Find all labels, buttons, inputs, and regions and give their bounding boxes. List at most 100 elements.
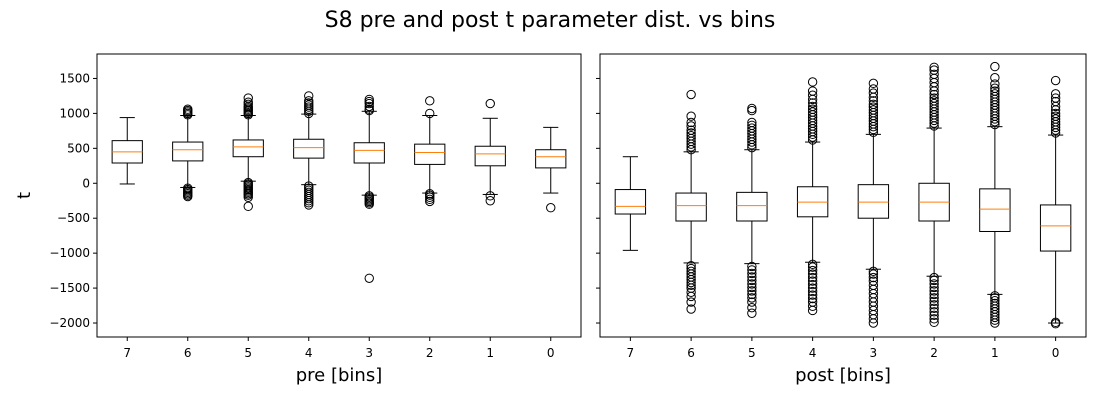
outlier-point — [747, 261, 757, 272]
box-4 — [796, 77, 829, 316]
outlier-point — [364, 96, 374, 107]
outlier-point — [747, 286, 757, 296]
x-tick-label: 2 — [426, 346, 434, 360]
outlier-point — [868, 84, 879, 94]
box-4 — [293, 91, 325, 210]
outlier-point — [929, 62, 939, 72]
outlier-point — [929, 314, 939, 324]
x-tick-label: 4 — [305, 346, 313, 360]
outlier-point — [990, 83, 1000, 93]
outlier-point — [747, 117, 757, 128]
x-axis-label: pre [bins] — [296, 365, 382, 386]
outlier-point — [868, 266, 879, 277]
outlier-point — [485, 196, 495, 206]
x-tick-label: 0 — [547, 346, 555, 360]
x-tick-label: 3 — [870, 346, 878, 360]
x-tick-label: 1 — [486, 346, 494, 360]
outlier-point — [990, 79, 1000, 89]
outlier-point — [686, 128, 696, 138]
outlier-point — [243, 97, 253, 107]
x-axis-label: post [bins] — [795, 365, 891, 386]
outlier-point — [807, 265, 818, 276]
iqr-box — [979, 188, 1011, 232]
x-tick-label: 2 — [930, 346, 938, 360]
outlier-point — [747, 293, 757, 303]
outlier-point — [747, 279, 757, 289]
box-6 — [675, 89, 707, 314]
outlier-point — [747, 272, 757, 282]
outlier-point — [364, 94, 374, 105]
outlier-point — [1050, 111, 1061, 121]
outlier-point — [686, 266, 696, 277]
outlier-point — [686, 89, 696, 100]
box-0 — [535, 126, 567, 213]
box-5 — [232, 93, 264, 212]
chart-panel-pre: −2000 −1500 −1000 −500 0 500 1000 1500 7 6 5 4 3 2 1 0 p… — [14, 53, 582, 386]
outlier-point — [546, 203, 556, 213]
outlier-point — [747, 297, 757, 307]
outlier-point — [747, 275, 757, 286]
x-tick-label: 5 — [244, 346, 252, 360]
outlier-point — [929, 93, 939, 103]
outlier-point — [807, 86, 818, 96]
outlier-point — [929, 279, 939, 289]
outlier-point — [304, 96, 314, 106]
outlier-point — [243, 177, 253, 188]
outlier-point — [243, 201, 253, 212]
box-6 — [172, 104, 204, 202]
outlier-point — [929, 300, 939, 310]
outlier-point — [1050, 114, 1061, 124]
iqr-box — [614, 189, 647, 215]
outlier-point — [868, 105, 879, 115]
outlier-point — [747, 302, 757, 313]
outlier-point — [990, 295, 1000, 306]
outlier-point — [868, 96, 879, 106]
iqr-box — [172, 141, 204, 162]
outlier-point — [747, 103, 757, 114]
figure-title: S8 pre and post t parameter dist. vs bin… — [325, 8, 776, 33]
box-5 — [736, 103, 768, 318]
outlier-point — [364, 191, 374, 201]
outlier-point — [807, 262, 818, 272]
iqr-box — [353, 142, 385, 164]
outlier-point — [485, 98, 495, 109]
outlier-point — [868, 99, 879, 110]
outlier-point — [868, 88, 879, 98]
x-tick-label: 1 — [991, 346, 999, 360]
outlier-point — [807, 297, 818, 307]
outlier-point — [929, 65, 939, 75]
outlier-point — [868, 78, 879, 89]
chart-panel-post: 7 6 5 4 3 2 1 0 post [bins] — [596, 53, 1087, 386]
outlier-point — [990, 291, 1000, 301]
outlier-point — [929, 69, 939, 79]
outlier-point — [304, 91, 314, 101]
box-1 — [474, 98, 506, 206]
outlier-point — [929, 296, 939, 307]
outlier-point — [686, 261, 696, 271]
outlier-point — [183, 104, 193, 114]
outlier-point — [686, 304, 696, 314]
box-7 — [111, 117, 143, 185]
plot-frame — [96, 53, 582, 338]
outlier-point — [686, 263, 696, 274]
outlier-point — [686, 287, 696, 297]
outlier-point — [868, 280, 879, 290]
outlier-point — [990, 73, 1000, 83]
x-tick-label: 7 — [627, 346, 635, 360]
iqr-box — [414, 143, 446, 165]
iqr-box — [293, 138, 325, 159]
y-tick-label: 0 — [82, 176, 90, 190]
outlier-point — [807, 293, 818, 304]
outlier-point — [929, 303, 939, 314]
y-tick-label: 500 — [67, 141, 90, 155]
outlier-point — [868, 102, 879, 112]
outlier-point — [929, 307, 939, 317]
outlier-point — [1050, 89, 1061, 99]
outlier-point — [364, 101, 374, 112]
iqr-box — [675, 192, 707, 222]
outlier-point — [929, 289, 939, 300]
outlier-point — [807, 259, 818, 270]
outlier-point — [747, 120, 757, 130]
x-tick-label: 0 — [1052, 346, 1060, 360]
